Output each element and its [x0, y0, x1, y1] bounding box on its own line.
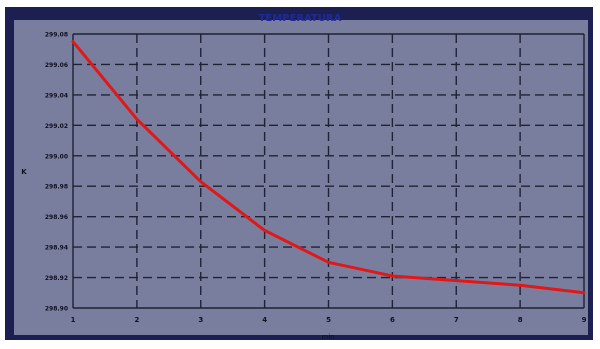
- x-tick-label: 9: [582, 316, 587, 324]
- y-axis-label: K: [21, 168, 27, 176]
- y-tick-label: 299.08: [45, 32, 68, 39]
- x-tick-label: 3: [198, 316, 203, 324]
- x-tick-label: 7: [454, 316, 459, 324]
- chart-title: TEMPERATURA: [259, 13, 342, 24]
- panel-background: [14, 20, 588, 335]
- x-tick-label: 5: [326, 316, 331, 324]
- x-tick-label: 6: [390, 316, 395, 324]
- y-tick-label: 299.06: [45, 62, 68, 69]
- x-axis-label: min: [321, 333, 334, 341]
- grid: [72, 33, 585, 309]
- x-tick-label: 4: [262, 316, 267, 324]
- y-tick-label: 299.02: [45, 123, 68, 130]
- x-tick-label: 2: [134, 316, 139, 324]
- y-tick-label: 298.96: [45, 214, 68, 221]
- x-tick-label: 1: [71, 316, 76, 324]
- y-tick-label: 298.92: [45, 275, 68, 282]
- y-tick-label: 298.94: [45, 245, 68, 252]
- y-tick-label: 299.00: [45, 153, 68, 160]
- y-tick-label: 298.98: [45, 184, 68, 191]
- tick-labels: 1 2 3 4 5 6 7 8 9 298.90 298.92 298.94 298.96 298.98 2…: [45, 32, 587, 325]
- series-line: [71, 40, 586, 295]
- x-tick-label: 8: [518, 316, 523, 324]
- y-tick-label: 298.90: [45, 306, 68, 313]
- y-tick-label: 299.04: [45, 92, 68, 99]
